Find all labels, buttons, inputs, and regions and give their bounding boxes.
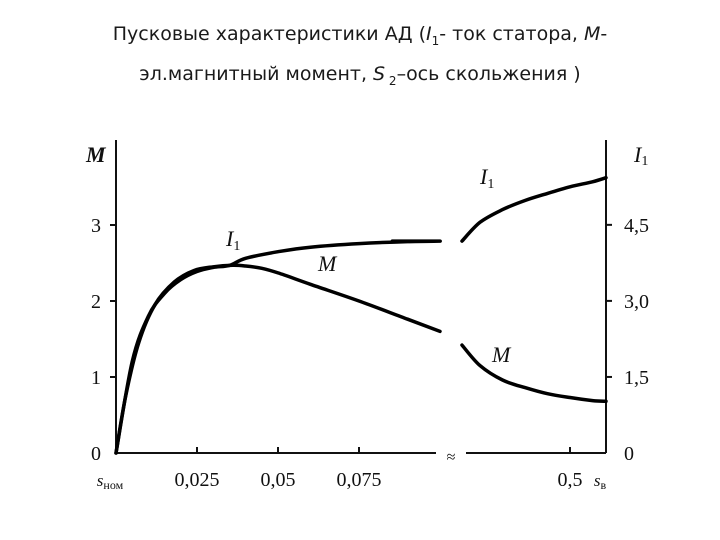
x-tick-label-5: sв: [594, 471, 607, 492]
series-m-segment-1: [460, 343, 608, 404]
curve-label-m-left: M: [317, 251, 338, 276]
curve-label-i1-right: I1: [479, 164, 494, 192]
left-tick-label-1: 1: [91, 367, 101, 389]
right-axis-label: I1: [633, 142, 648, 169]
title-line-1: Пусковые характеристики АД (I1- ток стат…: [0, 18, 720, 58]
right-tick-label-1: 1,5: [624, 367, 649, 389]
right-tick-label-3: 4,5: [624, 215, 649, 237]
x-tick-label-1: 0,025: [175, 469, 220, 491]
x-tick-label-4: 0,5: [558, 469, 583, 491]
curve-label-i1-left: I1: [225, 226, 240, 254]
x-tick-label-0: sном: [97, 471, 124, 492]
left-tick-label-2: 2: [91, 291, 101, 313]
series-m-segment-0: [114, 263, 442, 455]
curves: [114, 175, 608, 455]
curve-label-i1-left-sub: 1: [233, 239, 240, 254]
title-line-2: эл.магнитный момент, S 2–ось скольжения …: [0, 58, 720, 98]
chart-title: Пусковые характеристики АД (I1- ток стат…: [0, 18, 720, 98]
title-text-c: -: [600, 23, 608, 45]
right-tick-label-2: 3,0: [624, 291, 649, 313]
x-tick-sub-0: ном: [103, 478, 123, 492]
title-text-a: Пусковые характеристики АД (: [112, 23, 426, 45]
curve-label-m-right: M: [491, 342, 512, 367]
x-tick-label-3: 0,075: [337, 469, 382, 491]
axes: [115, 140, 607, 454]
title-s-subscript: 2: [385, 73, 397, 88]
x-axis-break-mark: ≈: [447, 449, 456, 466]
title-text-d: эл.магнитный момент,: [139, 62, 374, 85]
title-m-symbol: М: [584, 23, 601, 45]
x-tick-label-2: 0,05: [261, 469, 296, 491]
title-text-e: –ось скольжения ): [396, 62, 581, 85]
left-axis-label: M: [85, 142, 107, 167]
curve-label-i1-right-sub: 1: [487, 177, 494, 192]
title-i-subscript: 1: [431, 33, 440, 48]
title-text-b: - ток статора,: [439, 23, 584, 45]
title-s-symbol: S: [373, 62, 386, 85]
title-i-symbol: I: [426, 23, 432, 45]
ticks: 0 1 2 3 0 1,5 3,0 4,5 sном 0,025 0,05 0,075 0,5 sв ≈: [91, 215, 649, 492]
right-tick-label-0: 0: [624, 443, 634, 465]
x-tick-sub-5: в: [600, 478, 606, 492]
left-tick-label-0: 0: [91, 443, 101, 465]
left-tick-label-3: 3: [91, 215, 101, 237]
series-i-segment-1: [460, 175, 608, 243]
right-axis-label-sub: 1: [641, 154, 648, 169]
labels: M I1 I1 I1 M M: [85, 142, 648, 367]
